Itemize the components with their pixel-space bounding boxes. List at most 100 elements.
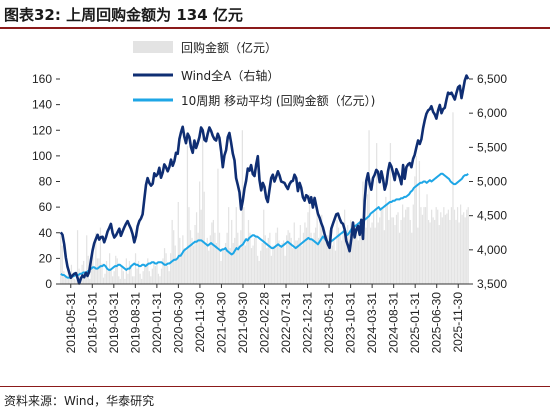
repurchase-bar (154, 266, 156, 284)
repurchase-bar (398, 232, 401, 284)
repurchase-bar (380, 207, 382, 285)
repurchase-bar (252, 245, 254, 284)
repurchase-bar (105, 260, 108, 284)
repurchase-bar (363, 204, 366, 284)
repurchase-bar (435, 207, 437, 285)
repurchase-bar (142, 271, 144, 284)
repurchase-bar (270, 255, 272, 284)
repurchase-bar (231, 219, 233, 284)
title-rule (0, 27, 550, 29)
repurchase-bar (356, 235, 358, 284)
repurchase-bar (75, 280, 77, 284)
repurchase-bar (63, 271, 65, 284)
repurchase-bar (431, 209, 433, 284)
legend-label-bars: 回购金额（亿元） (181, 40, 277, 55)
repurchase-bar (318, 237, 320, 285)
repurchase-bar (223, 250, 225, 284)
repurchase-bar (321, 214, 323, 284)
repurchase-bar (327, 235, 329, 284)
repurchase-bar (424, 207, 427, 285)
repurchase-bar (449, 219, 451, 284)
x-tick-label: 2023-05-31 (322, 292, 336, 354)
repurchase-bar (134, 253, 137, 284)
left-tick-label: 80 (39, 175, 53, 189)
repurchase-bar (292, 248, 294, 285)
x-tick-label: 2018-05-31 (64, 292, 78, 354)
repurchase-bar (331, 245, 334, 284)
repurchase-bar (324, 230, 326, 284)
repurchase-bar (383, 230, 385, 284)
repurchase-bar (333, 240, 335, 284)
repurchase-bar (116, 258, 118, 285)
repurchase-bar (438, 225, 440, 284)
repurchase-bar (93, 268, 95, 285)
repurchase-bar (414, 176, 416, 285)
repurchase-bar (354, 230, 356, 284)
repurchase-bar (334, 250, 337, 284)
repurchase-bar (287, 230, 289, 284)
repurchase-bar (464, 217, 466, 285)
repurchase-bar (336, 219, 338, 284)
repurchase-bar (217, 168, 219, 284)
repurchase-bar (337, 227, 340, 285)
repurchase-bar (357, 240, 359, 284)
x-tick-label: 2025-06-30 (430, 292, 444, 354)
repurchase-bar (389, 143, 392, 284)
repurchase-bar (102, 277, 105, 284)
x-tick-label: 2024-03-31 (365, 292, 379, 354)
left-tick-label: 100 (32, 149, 52, 163)
repurchase-bar (224, 243, 227, 284)
repurchase-bar (459, 204, 462, 284)
repurchase-bar (368, 130, 370, 284)
repurchase-bar (200, 209, 202, 284)
left-tick-label: 0 (45, 277, 52, 291)
repurchase-bar (107, 271, 109, 284)
repurchase-bar (330, 227, 332, 285)
repurchase-bar (260, 250, 262, 284)
repurchase-bar (302, 232, 305, 284)
repurchase-bar (99, 227, 102, 285)
repurchase-bar (89, 278, 91, 285)
repurchase-bar (202, 130, 204, 284)
repurchase-bar (403, 217, 405, 285)
repurchase-bar (299, 225, 301, 284)
repurchase-bar (177, 202, 179, 284)
figure-title-bar: 图表32: 上周回购金额为 134 亿元 (0, 0, 550, 28)
repurchase-bar (108, 253, 111, 284)
right-tick-label: 3,500 (477, 277, 507, 291)
repurchase-bar (322, 235, 324, 284)
repurchase-bar (257, 255, 259, 284)
repurchase-bar (185, 250, 187, 284)
repurchase-bar (408, 207, 410, 285)
repurchase-bar (452, 112, 454, 284)
repurchase-bar (347, 225, 349, 284)
repurchase-bar (269, 232, 271, 284)
repurchase-bar (385, 196, 387, 285)
repurchase-bar (279, 248, 282, 285)
repurchase-bar (209, 235, 211, 284)
repurchase-bar (220, 260, 222, 284)
x-tick-label: 2019-08-31 (128, 292, 142, 354)
repurchase-bar (342, 230, 344, 284)
repurchase-bar (409, 219, 411, 284)
repurchase-bar (311, 240, 314, 284)
repurchase-bar (163, 248, 166, 285)
repurchase-bar (84, 276, 86, 284)
repurchase-bar (400, 219, 402, 284)
figure-title: 图表32: 上周回购金额为 134 亿元 (4, 6, 243, 24)
ma10-line (60, 172, 469, 279)
repurchase-bar (313, 232, 315, 284)
repurchase-bar (450, 207, 453, 285)
repurchase-bar (319, 217, 321, 285)
repurchase-bar (199, 181, 201, 284)
right-tick-label: 4,000 (477, 243, 507, 257)
x-tick-label: 2018-10-31 (85, 292, 99, 354)
repurchase-bar (345, 237, 347, 285)
repurchase-bar (351, 232, 353, 284)
repurchase-bar (115, 255, 117, 284)
repurchase-bar (382, 207, 384, 285)
repurchase-bar (195, 212, 198, 284)
repurchase-bar (73, 278, 76, 285)
repurchase-bar (232, 243, 234, 284)
repurchase-bar (122, 271, 124, 284)
